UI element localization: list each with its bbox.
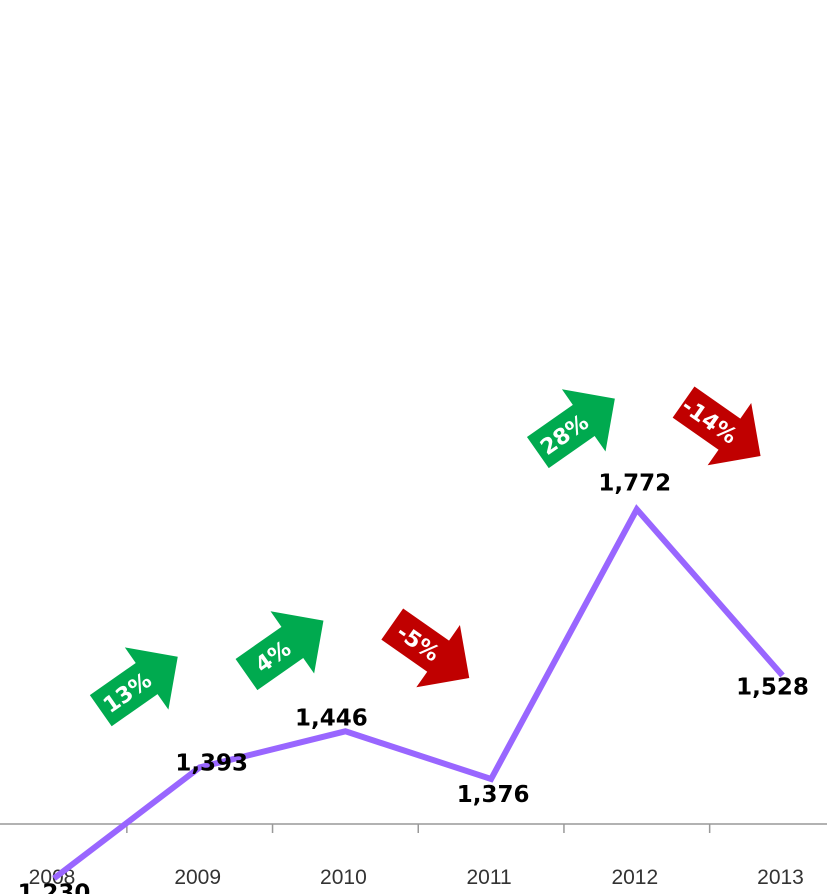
up-arrow: 13% (89, 647, 178, 727)
x-tick-label: 2013 (757, 866, 804, 889)
x-tick-label: 2012 (611, 866, 658, 889)
x-tick-label: 2010 (320, 866, 367, 889)
series-line-group (52, 504, 785, 881)
data-labels: 1,230 1,393 1,446 1,376 1,772 1,528 (18, 470, 809, 894)
data-value-label: 1,230 (18, 880, 91, 894)
up-arrow-shape (235, 611, 324, 691)
data-value-label: 1,393 (175, 750, 248, 776)
up-arrow-shape (89, 647, 178, 727)
up-arrow: 28% (526, 389, 615, 469)
down-arrow: -14% (672, 386, 761, 466)
data-value-label: 1,376 (457, 782, 530, 808)
down-arrow-shape (381, 608, 470, 688)
x-tick-label: 2009 (174, 866, 221, 889)
up-arrow: 4% (235, 611, 324, 691)
data-value-label: 1,528 (736, 674, 809, 700)
down-arrow-shape (672, 386, 761, 466)
x-axis: 2008 2009 2010 2011 2012 2013 (0, 823, 827, 889)
up-arrow-shape (526, 389, 615, 469)
data-value-label: 1,772 (598, 470, 671, 496)
x-tick-label: 2011 (467, 866, 512, 889)
data-value-label: 1,446 (295, 705, 368, 731)
down-arrow: -5% (381, 608, 470, 688)
series-line (52, 504, 785, 881)
